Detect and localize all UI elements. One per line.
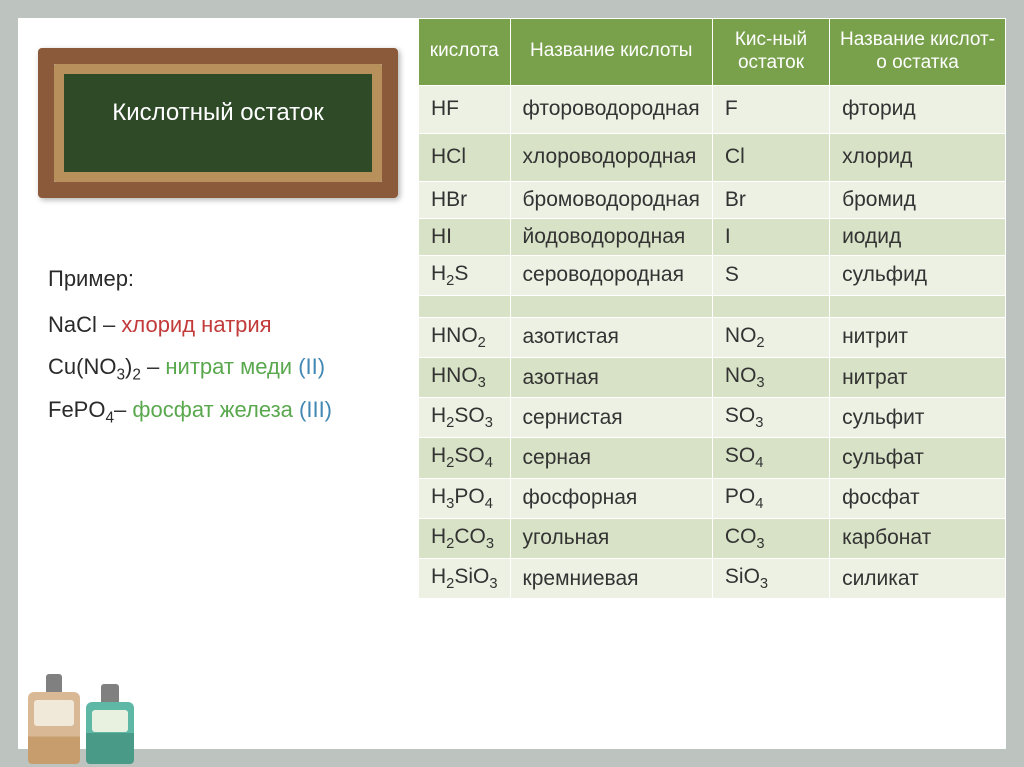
table-row [419, 295, 1006, 317]
table-cell: HCl [419, 133, 511, 181]
chalkboard-frame: Кислотный остаток [38, 48, 398, 198]
table-cell: H3PO4 [419, 478, 511, 518]
table-cell: CO3 [712, 518, 829, 558]
table-row: HNO2азотистаяNO2нитрит [419, 317, 1006, 357]
example-block: Пример: NaCl – хлорид натрияCu(NO3)2 – н… [28, 258, 408, 433]
table-body: HFфтороводороднаяFфторидHClхлороводородн… [419, 85, 1006, 599]
table-cell: силикат [830, 558, 1006, 598]
table-cell: сероводородная [510, 255, 712, 295]
slide-container: Кислотный остаток Пример: NaCl – хлорид … [18, 18, 1006, 749]
table-cell: Cl [712, 133, 829, 181]
table-cell: фосфорная [510, 478, 712, 518]
table-cell: сульфат [830, 438, 1006, 478]
table-row: H3PO4фосфорнаяPO4фосфат [419, 478, 1006, 518]
table-row: HBrбромоводороднаяBrбромид [419, 181, 1006, 218]
salt-name: фосфат железа [132, 397, 299, 422]
right-panel: кислотаНазвание кислотыКис-ный остатокНа… [418, 18, 1006, 749]
table-cell: иодид [830, 218, 1006, 255]
column-header: кислота [419, 19, 511, 86]
table-cell: H2SiO3 [419, 558, 511, 598]
table-cell: серная [510, 438, 712, 478]
formula: NaCl [48, 312, 97, 337]
example-line: NaCl – хлорид натрия [48, 304, 408, 346]
left-panel: Кислотный остаток Пример: NaCl – хлорид … [18, 18, 418, 749]
table-cell: PO4 [712, 478, 829, 518]
table-cell: кремниевая [510, 558, 712, 598]
bottle-icon [28, 692, 80, 764]
table-cell: азотная [510, 357, 712, 397]
table-row: HIйодоводороднаяIиодид [419, 218, 1006, 255]
table-cell: SO3 [712, 398, 829, 438]
table-cell [419, 295, 511, 317]
table-cell: сернистая [510, 398, 712, 438]
table-cell: карбонат [830, 518, 1006, 558]
salt-name: нитрат меди [165, 354, 298, 379]
table-cell [712, 295, 829, 317]
table-cell: сульфит [830, 398, 1006, 438]
table-row: H2SO4сернаяSO4сульфат [419, 438, 1006, 478]
table-cell: I [712, 218, 829, 255]
column-header: Название кислот-о остатка [830, 19, 1006, 86]
table-cell: хлорид [830, 133, 1006, 181]
acid-table: кислотаНазвание кислотыКис-ный остатокНа… [418, 18, 1006, 599]
table-header: кислотаНазвание кислотыКис-ный остатокНа… [419, 19, 1006, 86]
formula: FePO4 [48, 397, 114, 422]
formula: Cu(NO3)2 [48, 354, 141, 379]
table-row: H2SO3сернистаяSO3сульфит [419, 398, 1006, 438]
table-row: HNO3азотнаяNO3нитрат [419, 357, 1006, 397]
table-cell: HI [419, 218, 511, 255]
table-row: H2SiO3кремниеваяSiO3силикат [419, 558, 1006, 598]
table-cell: азотистая [510, 317, 712, 357]
chalkboard-title: Кислотный остаток [64, 74, 372, 172]
table-cell: F [712, 85, 829, 133]
table-cell: бромид [830, 181, 1006, 218]
table-cell: H2SO3 [419, 398, 511, 438]
table-cell: угольная [510, 518, 712, 558]
table-cell: H2SO4 [419, 438, 511, 478]
table-cell: HNO2 [419, 317, 511, 357]
table-cell: HF [419, 85, 511, 133]
table-row: HFфтороводороднаяFфторид [419, 85, 1006, 133]
table-cell: NO2 [712, 317, 829, 357]
oxidation-state: (II) [298, 354, 325, 379]
table-cell: бромоводородная [510, 181, 712, 218]
column-header: Кис-ный остаток [712, 19, 829, 86]
table-cell: Br [712, 181, 829, 218]
table-row: H2CO3угольнаяCO3карбонат [419, 518, 1006, 558]
table-row: HClхлороводороднаяClхлорид [419, 133, 1006, 181]
table-cell: фосфат [830, 478, 1006, 518]
table-cell: HNO3 [419, 357, 511, 397]
table-cell: H2S [419, 255, 511, 295]
oxidation-state: (III) [299, 397, 332, 422]
table-cell: S [712, 255, 829, 295]
table-cell: HBr [419, 181, 511, 218]
table-cell: нитрит [830, 317, 1006, 357]
decorative-bottles [28, 692, 134, 764]
bottle-icon [86, 702, 134, 764]
table-cell: сульфид [830, 255, 1006, 295]
table-row: H2SсероводороднаяSсульфид [419, 255, 1006, 295]
salt-name: хлорид натрия [121, 312, 271, 337]
table-cell: хлороводородная [510, 133, 712, 181]
table-cell: фторид [830, 85, 1006, 133]
example-line: FePO4– фосфат железа (III) [48, 389, 408, 433]
table-cell: SO4 [712, 438, 829, 478]
table-cell [830, 295, 1006, 317]
column-header: Название кислоты [510, 19, 712, 86]
table-cell [510, 295, 712, 317]
table-cell: H2CO3 [419, 518, 511, 558]
example-line: Cu(NO3)2 – нитрат меди (II) [48, 346, 408, 390]
table-cell: SiO3 [712, 558, 829, 598]
table-cell: NO3 [712, 357, 829, 397]
example-title: Пример: [48, 258, 408, 300]
table-cell: нитрат [830, 357, 1006, 397]
table-cell: йодоводородная [510, 218, 712, 255]
table-cell: фтороводородная [510, 85, 712, 133]
